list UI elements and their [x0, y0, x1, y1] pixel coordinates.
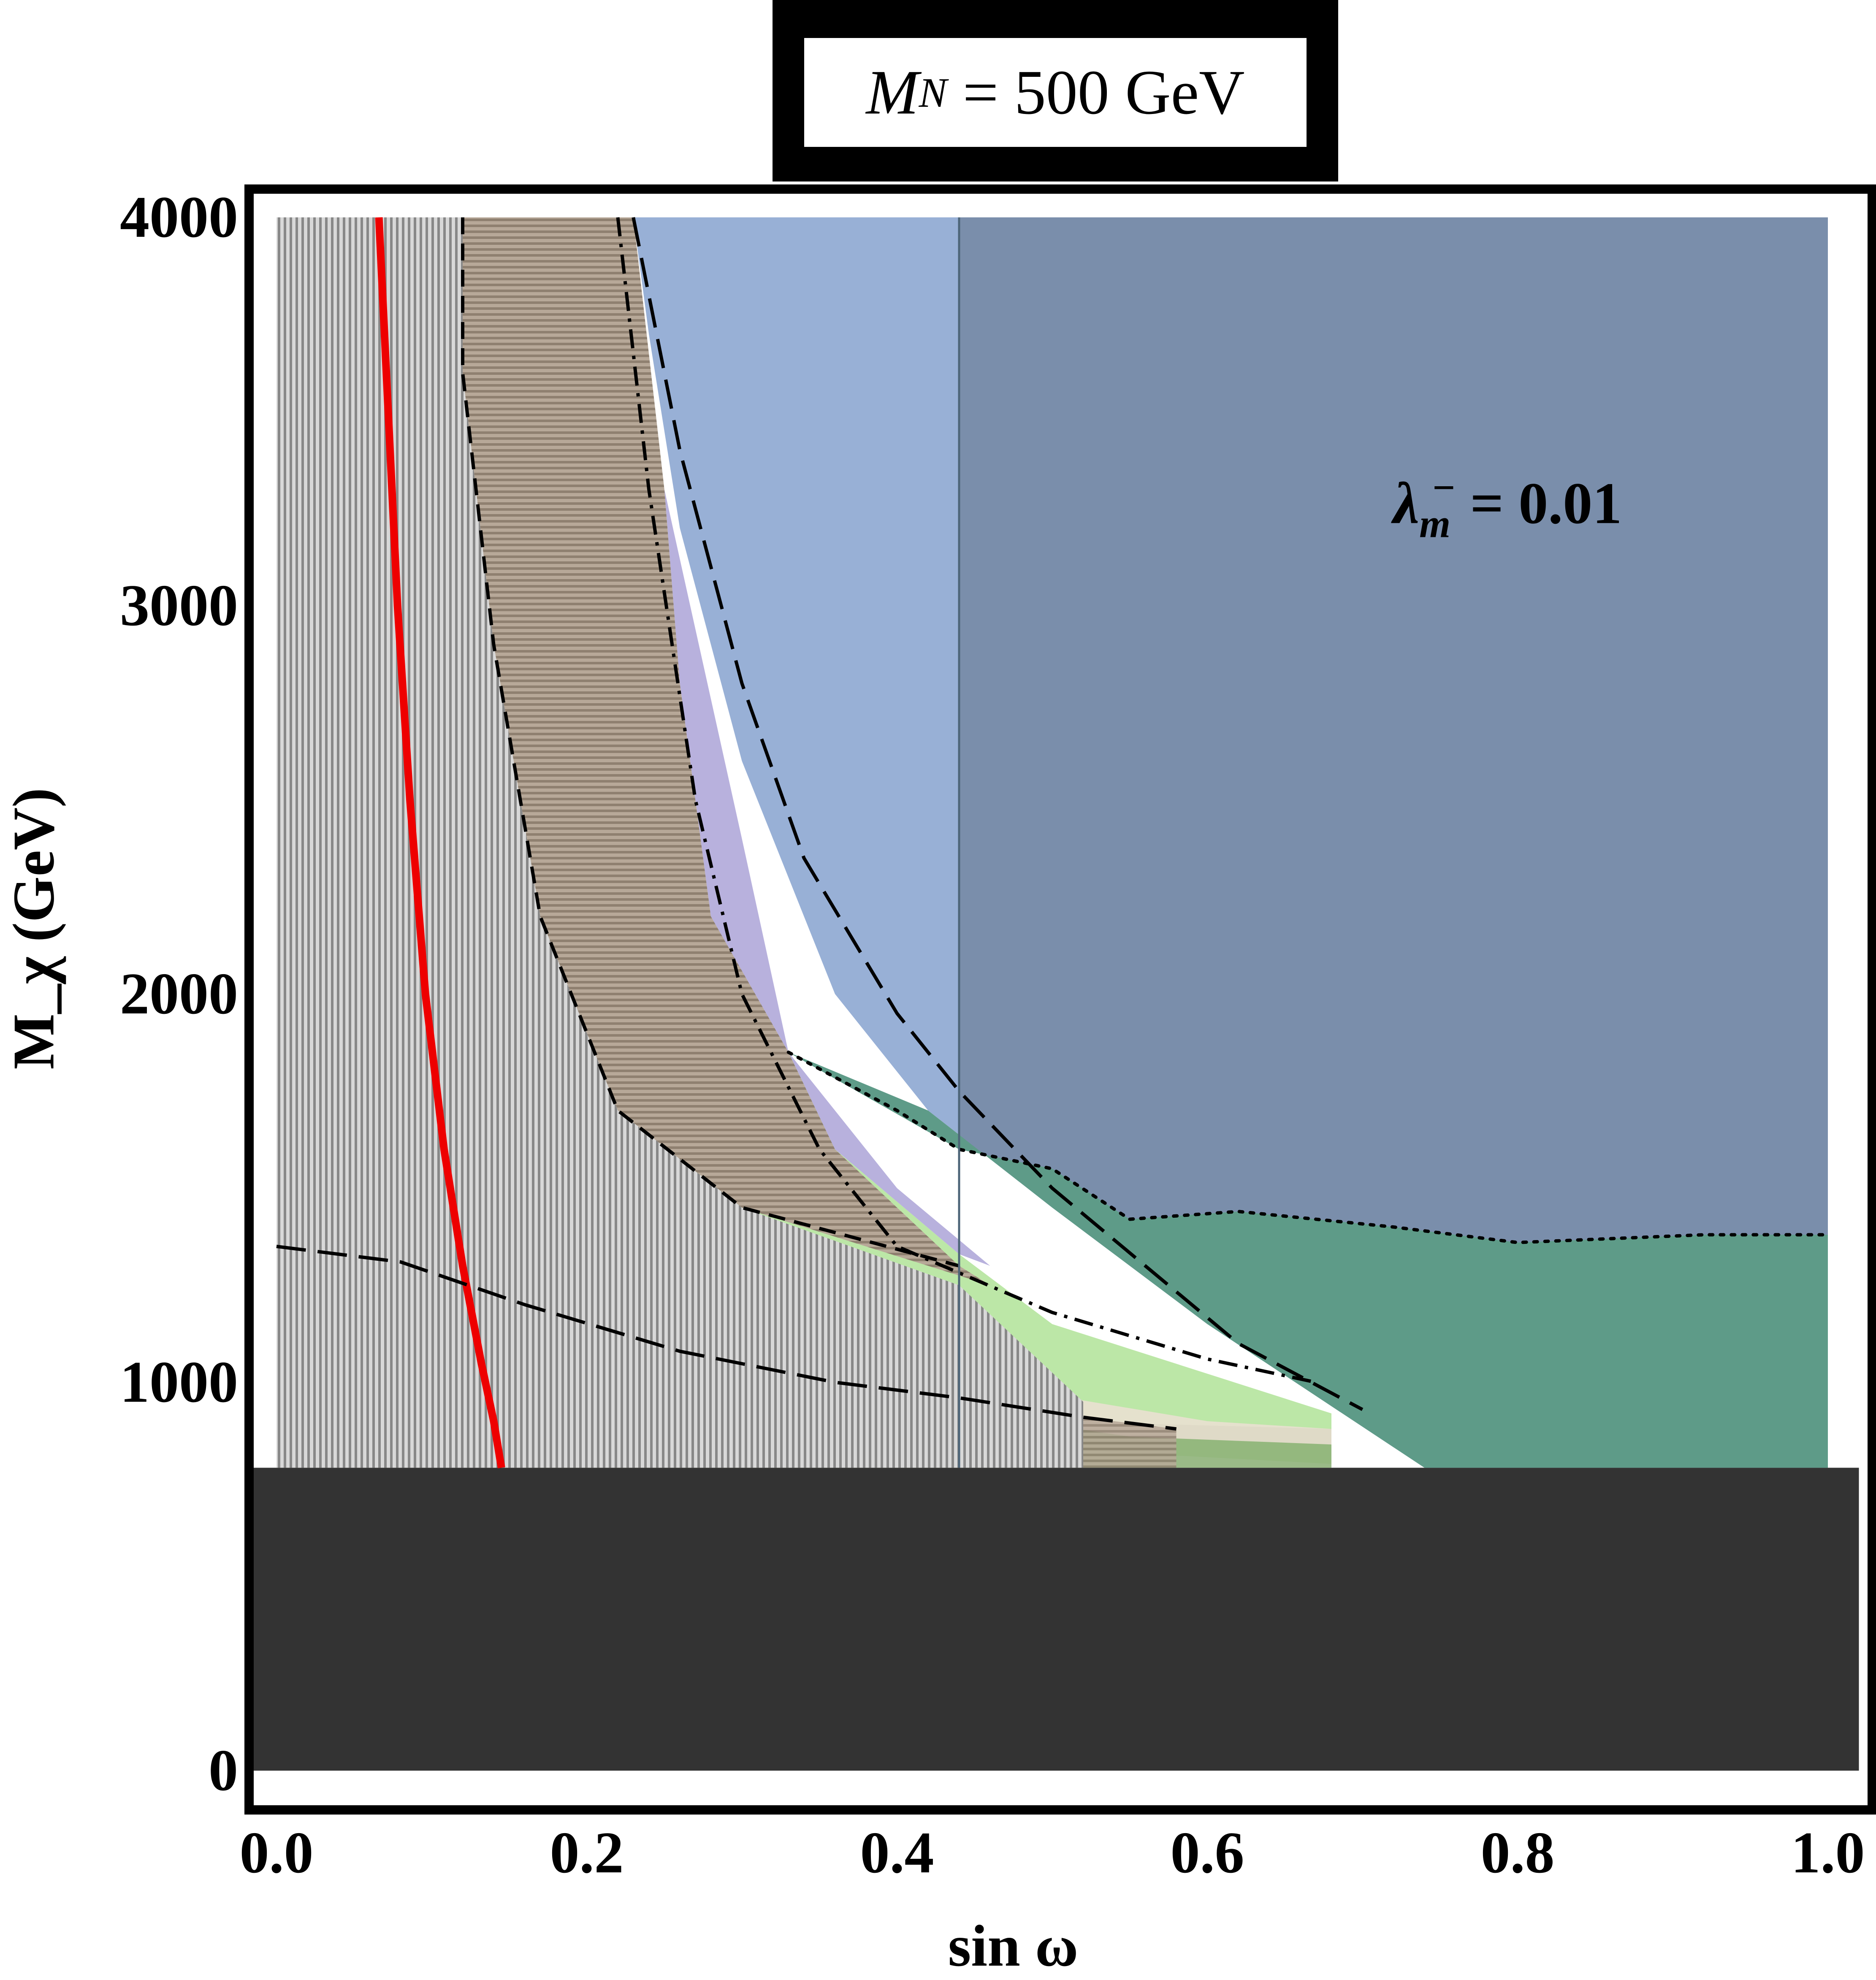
annotation-symbol: λ	[1393, 471, 1420, 536]
x-tick-label: 0.8	[1480, 1820, 1555, 1885]
y-tick-label: 3000	[120, 573, 238, 638]
x-tick-label: 0.0	[239, 1820, 314, 1885]
dashed-lower-boundary	[276, 1245, 1177, 1431]
y-tick-label: 4000	[120, 184, 238, 250]
dark-blue-region	[959, 217, 1828, 1243]
y-axis-label: M_χ (GeV)	[0, 788, 67, 1069]
annotation-subscript: m	[1419, 501, 1451, 546]
y-tick-label: 2000	[120, 961, 238, 1027]
title-subscript: N	[919, 69, 947, 116]
x-tick-label: 0.2	[550, 1820, 624, 1885]
y-axis-label-text: M_χ (GeV)	[1, 788, 67, 1070]
taupe-upper-region	[463, 217, 990, 1285]
plot-frame	[244, 184, 1876, 1815]
x-axis-label: sin ω	[948, 1913, 1079, 1979]
teal-green-region	[788, 1052, 1828, 1468]
annotation-superscript: −	[1432, 465, 1456, 510]
x-tick-label: 0.4	[860, 1820, 934, 1885]
y-tick-label: 1000	[120, 1349, 238, 1415]
annotation-rest: = 0.01	[1455, 471, 1622, 536]
x-tick-label: 1.0	[1791, 1820, 1865, 1885]
title-rest: = 500 GeV	[947, 57, 1245, 127]
x-tick-label: 0.6	[1170, 1820, 1244, 1885]
gray-hatched-region	[277, 217, 1083, 1468]
excluded-low-mass	[249, 1468, 1859, 1771]
dotted-green-boundary	[786, 1051, 1830, 1244]
dashed-large-curve	[632, 217, 1364, 1411]
lambda-annotation: λm− = 0.01	[1393, 464, 1622, 547]
purple-region	[664, 489, 990, 1266]
dashdot-curve	[616, 217, 1317, 1384]
red-curve	[375, 217, 505, 1468]
y-tick-label: 0	[209, 1738, 238, 1803]
title-background	[804, 38, 1307, 147]
title-symbol: M	[866, 57, 919, 127]
